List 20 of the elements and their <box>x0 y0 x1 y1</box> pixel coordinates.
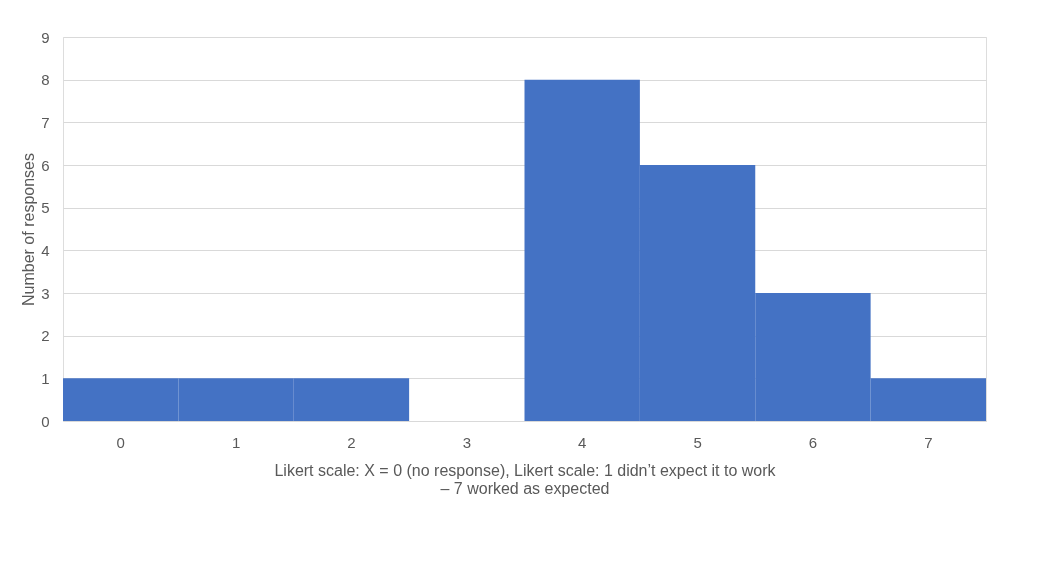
x-tick-label: 6 <box>808 433 818 451</box>
x-axis-title: Likert scale: X = 0 (no response), Likert scale: 1 didn’t expect it to work – 7 worked as expected <box>274 461 777 497</box>
y-tick-label: 0 <box>41 412 50 430</box>
x-tick-label: 2 <box>347 433 356 451</box>
x-tick-label: 1 <box>231 433 241 451</box>
y-tick-label: 2 <box>41 327 50 345</box>
y-tick-label: 1 <box>41 369 50 387</box>
y-tick-label: 3 <box>41 284 50 302</box>
x-tick-label: 3 <box>462 433 471 451</box>
y-tick-label: 5 <box>41 199 50 217</box>
y-axis-title: Number of responses <box>20 153 38 306</box>
y-tick-label: 9 <box>41 28 50 46</box>
x-tick-label: 4 <box>578 433 587 451</box>
x-tick-label: 0 <box>116 433 125 451</box>
x-tick-label: 7 <box>924 433 933 451</box>
y-tick-label: 6 <box>41 156 50 174</box>
y-tick-label: 7 <box>41 113 50 131</box>
y-tick-label: 8 <box>41 71 50 89</box>
x-tick-label: 5 <box>693 433 702 451</box>
y-tick-label: 4 <box>41 241 50 259</box>
